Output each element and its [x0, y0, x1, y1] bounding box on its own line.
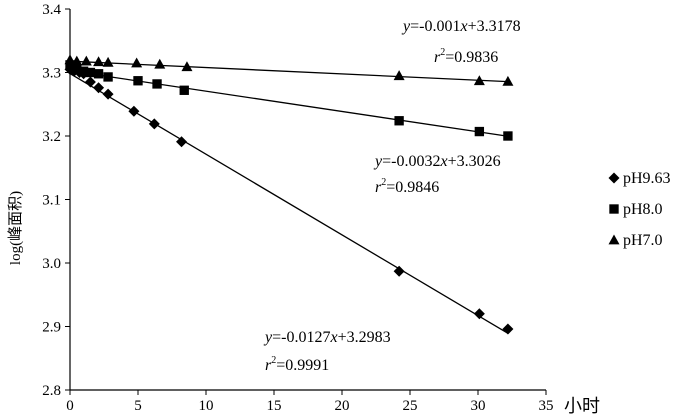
- data-point-ph80: [152, 79, 162, 89]
- y-tick-label: 3.3: [42, 66, 61, 82]
- data-point-ph70: [502, 75, 514, 86]
- data-point-ph80: [85, 67, 96, 78]
- legend: pH9.63 pH8.0 pH7.0: [608, 170, 671, 249]
- x-tick-label: 5: [134, 398, 142, 414]
- data-point-ph963: [502, 323, 514, 335]
- legend-label: pH9.63: [623, 170, 671, 187]
- x-tick-label: 25: [403, 398, 418, 414]
- fit-lines: [69, 60, 509, 334]
- data-points: [64, 54, 514, 335]
- data-point-ph70: [393, 70, 405, 81]
- data-point-ph80: [103, 72, 113, 82]
- equation-ph963: y=-0.0127x+3.2983: [263, 329, 391, 346]
- data-point-ph70: [473, 75, 485, 86]
- data-point-ph80: [503, 131, 513, 141]
- data-point-ph963: [148, 118, 160, 130]
- data-point-ph70: [181, 61, 193, 72]
- data-point-ph963: [393, 265, 405, 277]
- r2-ph963: r2=0.9991: [265, 355, 329, 374]
- fit-line-ph80: [69, 70, 509, 137]
- data-point-ph80: [93, 69, 104, 79]
- data-point-ph963: [176, 136, 188, 148]
- legend-marker-ph963: [608, 172, 620, 184]
- data-point-ph80: [179, 85, 189, 95]
- x-tick-label: 20: [335, 398, 350, 414]
- y-tick-label: 3.0: [42, 256, 61, 272]
- y-tick-label: 2.9: [42, 320, 61, 336]
- equation-ph8: y=-0.0032x+3.3026: [373, 153, 501, 170]
- x-tick-label: 0: [66, 398, 74, 414]
- legend-marker-ph70: [608, 234, 620, 245]
- x-tick-label: 15: [267, 398, 282, 414]
- y-tick-label: 3.2: [42, 129, 61, 145]
- legend-label: pH7.0: [623, 232, 663, 249]
- r2-ph7: r2=0.9836: [434, 47, 498, 66]
- x-tick-label: 35: [539, 398, 554, 414]
- data-point-ph70: [64, 54, 76, 65]
- data-point-ph963: [84, 76, 96, 88]
- data-point-ph80: [78, 66, 89, 76]
- x-tick-label: 10: [199, 398, 214, 414]
- data-point-ph963: [128, 105, 140, 117]
- data-point-ph80: [133, 76, 143, 86]
- data-point-ph80: [394, 116, 404, 126]
- y-tick-label: 2.8: [42, 383, 61, 399]
- y-tick-label: 3.1: [42, 193, 61, 209]
- fit-line-ph70: [69, 60, 508, 83]
- data-point-ph70: [154, 58, 166, 69]
- equation-ph7: y=-0.001x+3.3178: [401, 18, 521, 35]
- data-point-ph70: [131, 57, 143, 68]
- data-point-ph70: [93, 56, 105, 67]
- data-point-ph70: [71, 55, 83, 66]
- data-point-ph80: [65, 60, 75, 70]
- data-point-ph963: [102, 88, 114, 100]
- data-point-ph80: [72, 64, 82, 74]
- y-tick-label: 3.4: [42, 2, 61, 18]
- x-tick-label: 30: [471, 398, 486, 414]
- ticks: 0 5 10 15 20 25 30 35 2.8 2.9 3.0 3.1 3.2 3.3 3.4: [42, 2, 553, 414]
- data-point-ph963: [93, 82, 105, 94]
- fit-line-ph963: [69, 73, 509, 334]
- y-axis-label: log(峰面积): [7, 191, 24, 265]
- data-point-ph80: [474, 126, 485, 137]
- legend-label: pH8.0: [623, 201, 663, 218]
- legend-marker-ph80: [609, 204, 619, 214]
- r2-ph8: r2=0.9846: [375, 177, 439, 196]
- x-axis-label: 小时: [564, 396, 600, 416]
- data-point-ph70: [80, 55, 92, 66]
- data-point-ph70: [102, 56, 114, 67]
- data-point-ph963: [473, 308, 485, 320]
